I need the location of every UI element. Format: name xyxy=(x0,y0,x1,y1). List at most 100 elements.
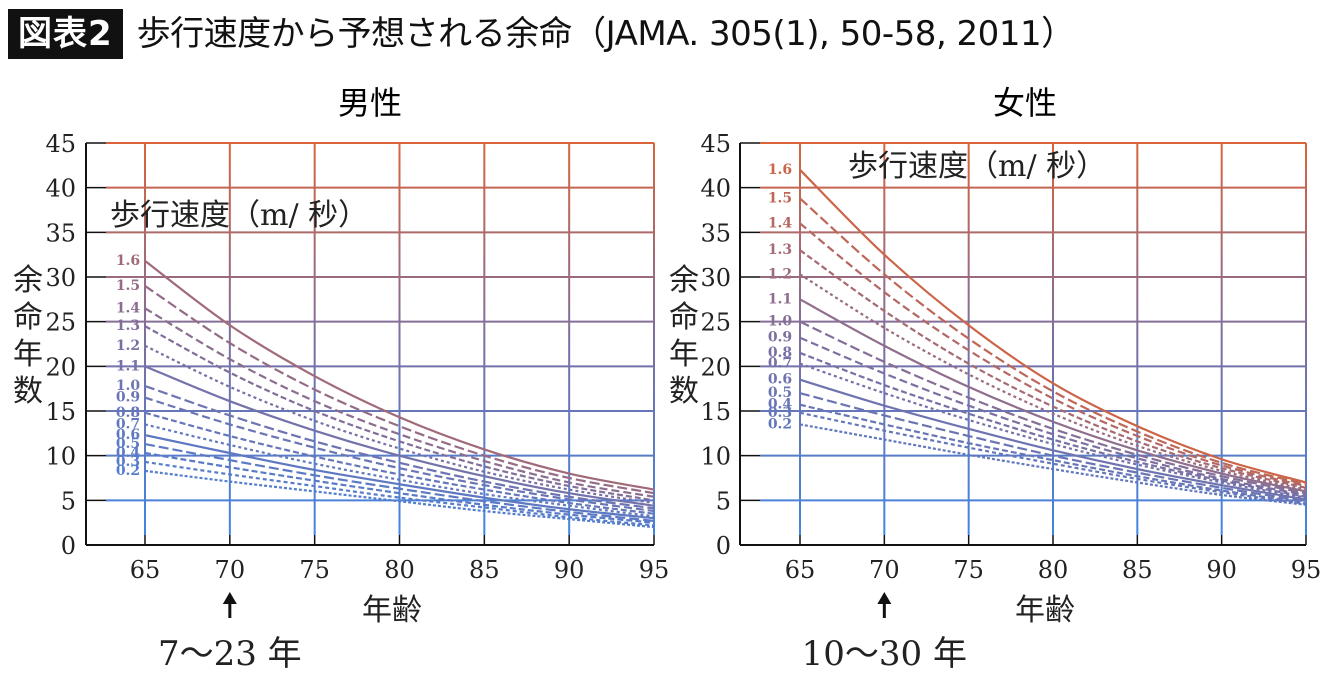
series-label: 0.9 xyxy=(116,390,140,406)
x-tick-label: 95 xyxy=(1291,556,1322,584)
series-label: 1.6 xyxy=(116,253,140,269)
x-axis-label: 年齢 xyxy=(1015,593,1075,628)
series-label: 0.5 xyxy=(768,385,792,401)
y-axis-label-char: 数 xyxy=(13,374,43,409)
series-label: 0.7 xyxy=(116,416,140,432)
series-line-1-5 xyxy=(799,197,1307,486)
series-line-1-4 xyxy=(144,307,655,498)
series-line-1-3 xyxy=(799,249,1307,489)
series-label: 1.5 xyxy=(116,278,140,294)
y-tick-label: 15 xyxy=(700,398,731,426)
series-line-1-1 xyxy=(799,298,1307,493)
series-line-0-2 xyxy=(799,423,1307,506)
series-label: 1.1 xyxy=(116,358,140,374)
y-tick-label: 20 xyxy=(700,353,731,381)
series-label: 0.5 xyxy=(116,436,140,452)
series-label: 0.8 xyxy=(116,405,140,421)
series-line-0-4 xyxy=(799,403,1307,505)
x-tick-label: 85 xyxy=(469,556,500,584)
series-line-1-6 xyxy=(799,169,1307,484)
series-label: 0.3 xyxy=(768,405,792,421)
series-label: 1.1 xyxy=(768,291,792,307)
figure-header: 図表2 歩行速度から予想される余命（JAMA. 305(1), 50-58, 2… xyxy=(8,8,1075,60)
chart-male: 男性 0 5 10 15 20 25 30 35 40 45 65 70 75 80 85 90 95 歩行速度（m… xyxy=(13,84,669,674)
x-tick-label: 65 xyxy=(130,556,161,584)
series-line-1-2 xyxy=(799,273,1307,491)
chart-title: 男性 xyxy=(338,84,402,122)
y-tick-label: 5 xyxy=(61,487,76,515)
y-axis-label-char: 数 xyxy=(669,374,699,409)
x-tick-label: 80 xyxy=(1038,556,1069,584)
x-tick-label: 75 xyxy=(953,556,984,584)
series-label: 0.9 xyxy=(768,330,792,346)
y-tick-label: 30 xyxy=(700,264,731,292)
y-tick-label: 35 xyxy=(700,219,731,247)
annotation-range: 7〜23 年 xyxy=(158,634,302,674)
series-line-0-9 xyxy=(144,396,655,513)
series-label: 1.5 xyxy=(768,190,792,206)
y-axis-label-char: 年 xyxy=(669,337,699,372)
series-line-0-3 xyxy=(144,460,655,527)
chart-title: 女性 xyxy=(993,84,1057,122)
series-label: 1.4 xyxy=(116,300,141,316)
series-line-1-0 xyxy=(144,384,655,510)
legend-title: 歩行速度（m/ 秒） xyxy=(110,198,368,233)
figure-title: 歩行速度から予想される余命（JAMA. 305(1), 50-58, 2011） xyxy=(136,14,1075,54)
x-axis-label: 年齢 xyxy=(362,593,422,628)
y-tick-label: 0 xyxy=(716,532,731,560)
x-tick-label: 80 xyxy=(384,556,415,584)
figure-badge: 図表2 xyxy=(8,9,123,59)
y-tick-label: 45 xyxy=(700,130,731,158)
y-tick-label: 15 xyxy=(45,398,76,426)
series-label: 1.4 xyxy=(768,215,793,231)
y-tick-label: 25 xyxy=(45,309,76,337)
y-tick-label: 35 xyxy=(45,219,76,247)
series-line-0-8 xyxy=(144,411,655,515)
series-label: 1.3 xyxy=(768,242,792,258)
x-tick-label: 65 xyxy=(785,556,816,584)
arrow-head xyxy=(877,592,892,604)
y-tick-label: 25 xyxy=(700,309,731,337)
y-tick-label: 20 xyxy=(45,353,76,381)
series-line-1-4 xyxy=(799,222,1307,488)
series-line-0-7 xyxy=(799,362,1307,499)
series-label: 0.7 xyxy=(768,356,792,372)
series-label: 0.6 xyxy=(116,427,140,443)
y-tick-label: 30 xyxy=(45,264,76,292)
series-line-0-3 xyxy=(799,411,1307,505)
series-label: 0.6 xyxy=(768,372,792,388)
x-tick-label: 75 xyxy=(299,556,330,584)
series-line-0-7 xyxy=(144,423,655,518)
series-label: 1.6 xyxy=(768,162,792,178)
series-line-0-6 xyxy=(799,378,1307,501)
x-tick-label: 90 xyxy=(1206,556,1237,584)
series-label: 0.8 xyxy=(768,345,792,361)
y-axis-label-char: 命 xyxy=(13,300,43,335)
series-label: 0.4 xyxy=(116,445,141,461)
series-line-1-5 xyxy=(144,285,655,495)
annotation-range: 10〜30 年 xyxy=(802,634,967,674)
series-label: 1.0 xyxy=(768,314,793,330)
series-label: 1.2 xyxy=(116,338,140,354)
series-label: 1.3 xyxy=(116,318,140,334)
series-line-1-0 xyxy=(799,320,1307,495)
series-line-1-1 xyxy=(144,365,655,507)
x-tick-label: 85 xyxy=(1122,556,1153,584)
y-axis-label-char: 余 xyxy=(669,263,699,298)
series-line-0-5 xyxy=(144,442,655,522)
x-tick-label: 70 xyxy=(215,556,246,584)
y-tick-label: 45 xyxy=(45,130,76,158)
y-tick-label: 10 xyxy=(700,443,731,471)
series-line-0-4 xyxy=(144,451,655,524)
legend-title: 歩行速度（m/ 秒） xyxy=(848,149,1106,184)
series-line-1-3 xyxy=(144,325,655,502)
series-label: 1.0 xyxy=(116,378,141,394)
y-tick-label: 40 xyxy=(45,175,76,203)
series-line-1-6 xyxy=(144,260,655,491)
y-tick-label: 5 xyxy=(716,487,731,515)
series-line-0-2 xyxy=(144,469,655,529)
chart-female: 女性 0 5 10 15 20 25 30 35 40 45 65 70 75 80 85 90 95 歩行速度（m… xyxy=(669,84,1321,674)
y-tick-label: 10 xyxy=(45,443,76,471)
x-tick-label: 95 xyxy=(639,556,670,584)
